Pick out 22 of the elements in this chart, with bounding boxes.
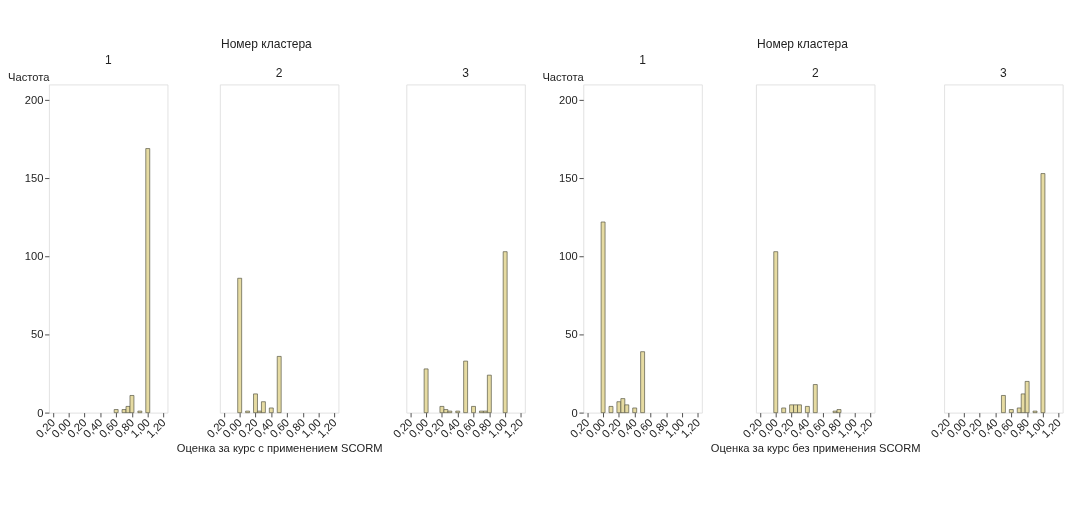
y-tick-label: 100 xyxy=(24,250,44,263)
chart-subtitle: 1 xyxy=(104,52,112,67)
x-axis-title: Оценка за курс с применением SCORM xyxy=(176,442,383,455)
chart-subtitle: 3 xyxy=(1000,65,1008,80)
y-tick-label: 150 xyxy=(559,172,578,185)
chart-subtitle: 2 xyxy=(811,65,819,80)
y-tick-label: 0 xyxy=(571,406,578,419)
x-axis-title: Оценка за курс без применения SCORM xyxy=(710,442,921,455)
chart-title: Номер кластера xyxy=(757,36,849,51)
chart-title: Номер кластера xyxy=(220,36,313,51)
y-tick-label: 200 xyxy=(24,93,44,106)
y-tick-label: 0 xyxy=(37,406,44,419)
y-tick-label: 150 xyxy=(24,172,44,185)
chart-subtitle: 3 xyxy=(462,65,470,80)
y-axis-title: Частота xyxy=(8,70,51,83)
y-tick-label: 100 xyxy=(559,250,578,263)
chart-subtitle: 1 xyxy=(639,52,647,67)
y-tick-label: 50 xyxy=(565,328,578,341)
y-axis-title: Частота xyxy=(542,70,585,83)
y-tick-label: 200 xyxy=(559,93,578,106)
chart-subtitle: 2 xyxy=(275,65,283,80)
y-tick-label: 50 xyxy=(30,328,44,341)
